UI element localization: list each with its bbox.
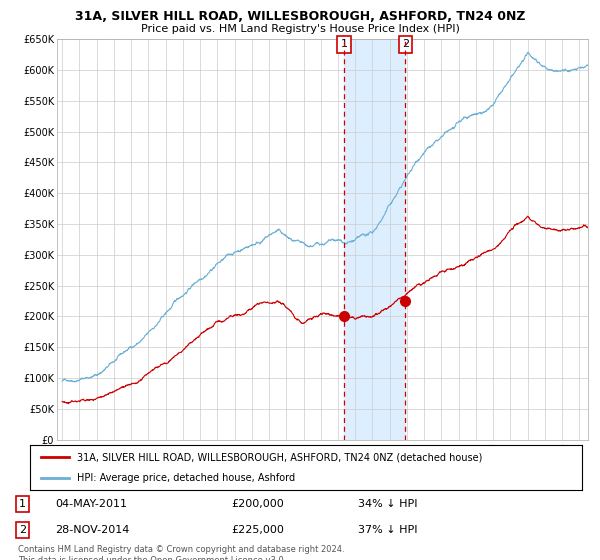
Text: £200,000: £200,000 <box>231 499 284 509</box>
Text: Contains HM Land Registry data © Crown copyright and database right 2024.
This d: Contains HM Land Registry data © Crown c… <box>18 545 344 560</box>
Text: HPI: Average price, detached house, Ashford: HPI: Average price, detached house, Ashf… <box>77 473 295 483</box>
Text: £225,000: £225,000 <box>231 525 284 535</box>
Text: 2: 2 <box>402 39 409 49</box>
Text: 28-NOV-2014: 28-NOV-2014 <box>55 525 130 535</box>
Bar <box>344 39 406 440</box>
Text: 37% ↓ HPI: 37% ↓ HPI <box>358 525 417 535</box>
Text: 1: 1 <box>340 39 347 49</box>
Text: Price paid vs. HM Land Registry's House Price Index (HPI): Price paid vs. HM Land Registry's House … <box>140 24 460 34</box>
Text: 04-MAY-2011: 04-MAY-2011 <box>55 499 127 509</box>
Text: 1: 1 <box>19 499 26 509</box>
Text: 31A, SILVER HILL ROAD, WILLESBOROUGH, ASHFORD, TN24 0NZ: 31A, SILVER HILL ROAD, WILLESBOROUGH, AS… <box>75 10 525 23</box>
Text: 31A, SILVER HILL ROAD, WILLESBOROUGH, ASHFORD, TN24 0NZ (detached house): 31A, SILVER HILL ROAD, WILLESBOROUGH, AS… <box>77 452 482 463</box>
Text: 2: 2 <box>19 525 26 535</box>
Text: 34% ↓ HPI: 34% ↓ HPI <box>358 499 417 509</box>
